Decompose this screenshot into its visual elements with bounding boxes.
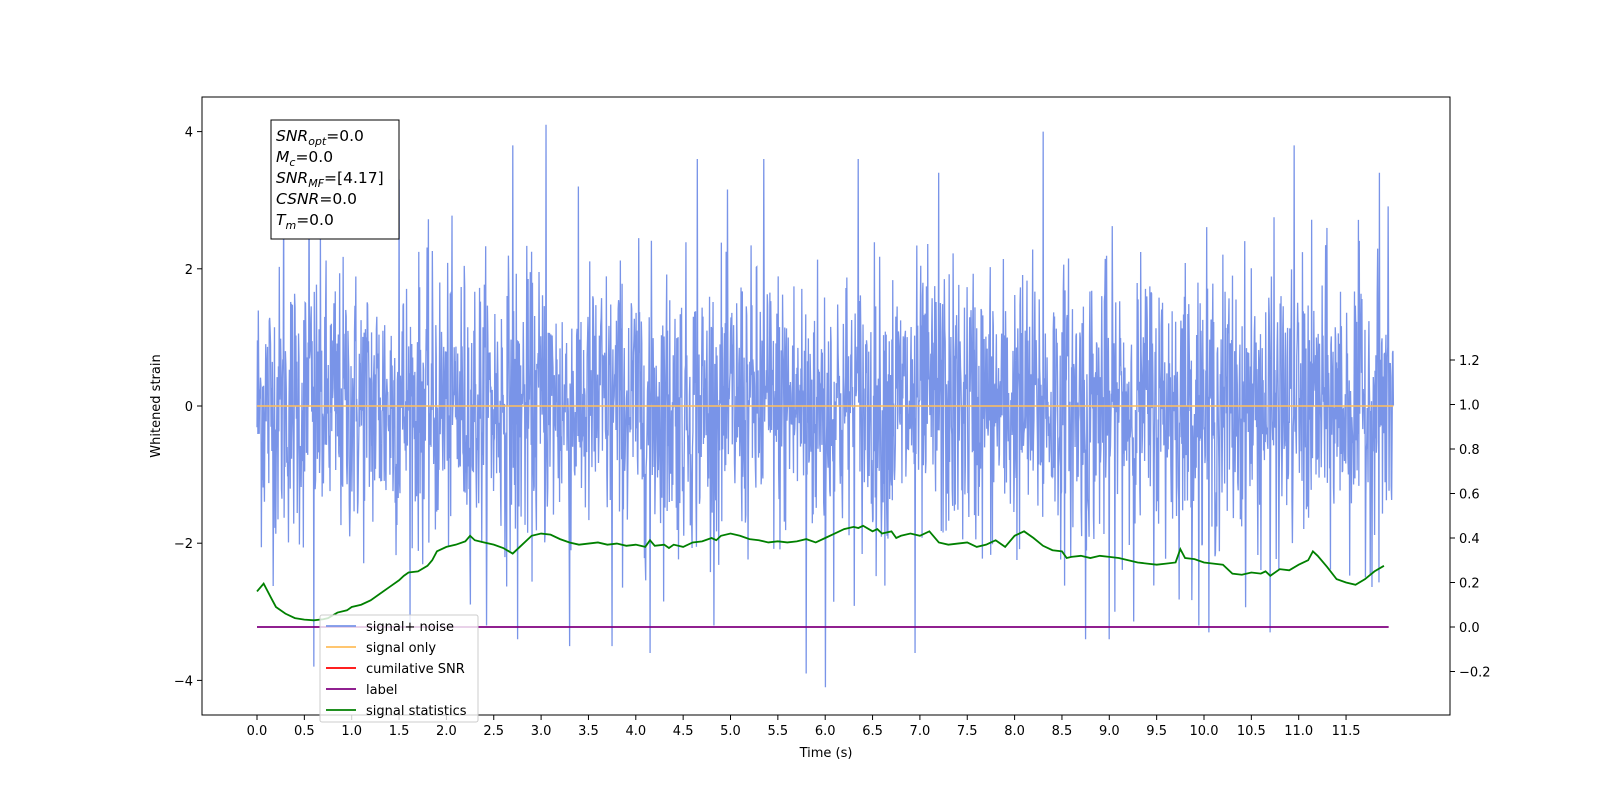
legend-label: signal statistics [366, 704, 467, 719]
x-tick-label: 1.5 [389, 724, 410, 739]
legend-label: label [366, 683, 397, 698]
y-tick-label: 0 [185, 400, 193, 415]
x-tick-label: 11.5 [1332, 724, 1361, 739]
x-tick-label: 11.0 [1284, 724, 1313, 739]
info-line: Tm=0.0 [276, 211, 334, 232]
legend-frame [319, 614, 479, 723]
x-tick-label: 4.0 [625, 724, 646, 739]
x-tick-label: 5.0 [720, 724, 741, 739]
x-tick-label: 8.5 [1052, 724, 1073, 739]
legend-label: signal only [366, 641, 436, 656]
y2-tick-label: 1.0 [1459, 399, 1480, 414]
info-line: SNRopt=0.0 [276, 127, 364, 148]
x-tick-label: 3.0 [531, 724, 552, 739]
y-tick-label: −2 [174, 537, 193, 552]
x-tick-label: 5.5 [768, 724, 789, 739]
y-tick-label: −4 [174, 674, 193, 689]
x-tick-label: 8.0 [1004, 724, 1025, 739]
info-line: CSNR=0.0 [276, 190, 357, 208]
info-box-frame [270, 119, 400, 240]
y-axis-right: 1.2 1.0 0.8 0.6 0.4 0.2 0.0 −0.2 [1450, 354, 1491, 681]
y-axis-left: 4 2 0 −2 −4 [174, 126, 202, 689]
x-tick-label: 2.5 [483, 724, 504, 739]
legend: signal+ noise signal only cumilative SNR la… [319, 614, 479, 723]
x-tick-label: 4.5 [673, 724, 694, 739]
x-axis: 0.0 0.5 1.0 1.5 2.0 2.5 3.0 3.5 4.0 4.5 5.0 5.5 6.0 6… [247, 715, 1361, 739]
legend-label: cumilative SNR [366, 662, 465, 677]
y-tick-label: 2 [185, 263, 193, 278]
y2-tick-label: 0.4 [1459, 532, 1480, 547]
y-axis-label: Whitened strain [149, 354, 164, 457]
x-tick-label: 10.5 [1237, 724, 1266, 739]
info-line: Mc=0.0 [276, 148, 333, 169]
x-tick-label: 10.0 [1190, 724, 1219, 739]
y-tick-label: 4 [185, 126, 193, 141]
y2-tick-label: 0.2 [1459, 577, 1480, 592]
x-tick-label: 0.0 [247, 724, 268, 739]
y2-tick-label: 0.0 [1459, 621, 1480, 636]
x-tick-label: 9.5 [1146, 724, 1167, 739]
x-axis-label: Time (s) [799, 746, 853, 761]
x-tick-label: 9.0 [1099, 724, 1120, 739]
x-tick-label: 1.0 [341, 724, 362, 739]
series-layer [256, 124, 1395, 688]
x-tick-label: 7.0 [910, 724, 931, 739]
y2-tick-label: 0.6 [1459, 488, 1480, 503]
x-tick-label: 0.5 [294, 724, 315, 739]
y2-tick-label: −0.2 [1459, 666, 1491, 681]
x-tick-label: 6.0 [815, 724, 836, 739]
x-tick-label: 7.5 [957, 724, 978, 739]
series-signal-noise-line [256, 124, 1395, 688]
legend-label: signal+ noise [366, 620, 454, 635]
y2-tick-label: 1.2 [1459, 354, 1480, 369]
info-line: SNRMF=[4.17] [276, 169, 384, 190]
series-signal-statistics-line [256, 524, 1385, 622]
x-tick-label: 3.5 [578, 724, 599, 739]
x-tick-label: 2.0 [436, 724, 457, 739]
y2-tick-label: 0.8 [1459, 443, 1480, 458]
x-tick-label: 6.5 [862, 724, 883, 739]
